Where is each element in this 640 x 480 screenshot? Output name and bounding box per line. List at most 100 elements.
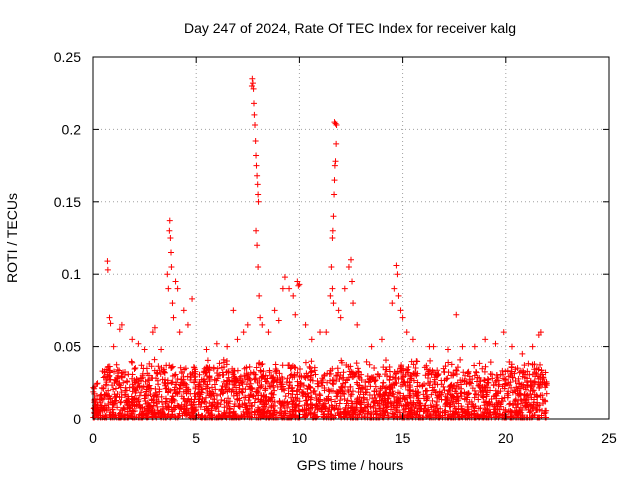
- baseline-point: [106, 392, 113, 399]
- baseline-point: [429, 384, 436, 391]
- x-tick-label: 0: [89, 430, 97, 446]
- baseline-point: [270, 384, 277, 391]
- data-point: [180, 307, 187, 314]
- baseline-point: [125, 412, 132, 419]
- baseline-point: [128, 358, 135, 365]
- data-point: [296, 281, 303, 288]
- baseline-point: [502, 368, 509, 375]
- baseline-point: [508, 384, 515, 391]
- baseline-point: [221, 404, 228, 411]
- baseline-point: [285, 390, 292, 397]
- baseline-point: [422, 372, 429, 379]
- baseline-point: [258, 361, 265, 368]
- baseline-point: [158, 393, 165, 400]
- baseline-point: [434, 405, 441, 412]
- baseline-point: [380, 412, 387, 419]
- baseline-point: [490, 382, 497, 389]
- baseline-point: [238, 388, 245, 395]
- baseline-point: [452, 385, 459, 392]
- baseline-point: [350, 408, 357, 415]
- baseline-point: [441, 387, 448, 394]
- baseline-point: [276, 370, 283, 377]
- baseline-point: [225, 385, 232, 392]
- baseline-point: [287, 365, 294, 372]
- baseline-point: [271, 387, 278, 394]
- baseline-point: [457, 389, 464, 396]
- baseline-point: [289, 391, 296, 398]
- baseline-point: [410, 361, 417, 368]
- baseline-point: [303, 397, 310, 404]
- data-point: [281, 274, 288, 281]
- baseline-point: [394, 400, 401, 407]
- baseline-point: [448, 382, 455, 389]
- baseline-point: [141, 395, 148, 402]
- baseline-point: [343, 400, 350, 407]
- baseline-point: [482, 399, 489, 406]
- baseline-point: [516, 391, 523, 398]
- baseline-point: [175, 413, 182, 420]
- baseline-point: [317, 396, 324, 403]
- baseline-point: [133, 401, 140, 408]
- baseline-point: [354, 381, 361, 388]
- baseline-point: [231, 403, 238, 410]
- y-tick-label: 0.05: [54, 339, 81, 355]
- baseline-point: [271, 407, 278, 414]
- data-point: [116, 326, 123, 333]
- baseline-point: [412, 370, 419, 377]
- baseline-point: [311, 409, 318, 416]
- baseline-point: [258, 381, 265, 388]
- baseline-point: [173, 381, 180, 388]
- baseline-point: [168, 399, 175, 406]
- tick-labels: 0 0.05 0.1 0.15 0.2 0.25 0 5 10 15 20 25: [54, 49, 617, 446]
- baseline-point: [330, 381, 337, 388]
- baseline-point: [150, 396, 157, 403]
- baseline-point: [476, 375, 483, 382]
- baseline-point: [519, 400, 526, 407]
- baseline-point: [372, 383, 379, 390]
- baseline-point: [151, 356, 158, 363]
- baseline-point: [98, 406, 105, 413]
- baseline-point: [424, 395, 431, 402]
- baseline-point: [512, 366, 519, 373]
- baseline-point: [505, 373, 512, 380]
- baseline-point: [137, 374, 144, 381]
- data-point: [275, 317, 282, 324]
- data-point: [170, 314, 177, 321]
- baseline-point: [155, 381, 162, 388]
- baseline-point: [285, 401, 292, 408]
- baseline-point: [471, 362, 478, 369]
- baseline-point: [470, 403, 477, 410]
- baseline-point: [245, 397, 252, 404]
- baseline-point: [131, 365, 138, 372]
- baseline-point: [123, 397, 130, 404]
- baseline-point: [347, 363, 354, 370]
- baseline-point: [245, 408, 252, 415]
- baseline-point: [266, 367, 273, 374]
- baseline-point: [242, 394, 249, 401]
- data-point: [253, 152, 260, 159]
- data-point: [399, 314, 406, 321]
- baseline-point: [501, 394, 508, 401]
- baseline-marks: [90, 356, 550, 421]
- baseline-point: [387, 400, 394, 407]
- data-point: [345, 263, 352, 270]
- baseline-point: [442, 393, 449, 400]
- baseline-point: [393, 379, 400, 386]
- baseline-point: [164, 398, 171, 405]
- baseline-point: [540, 374, 547, 381]
- baseline-point: [475, 396, 482, 403]
- baseline-point: [187, 390, 194, 397]
- baseline-point: [500, 375, 507, 382]
- data-point: [331, 162, 338, 169]
- baseline-point: [115, 372, 122, 379]
- baseline-point: [408, 404, 415, 411]
- baseline-point: [354, 365, 361, 372]
- data-point: [331, 119, 338, 126]
- baseline-point: [414, 383, 421, 390]
- baseline-point: [250, 392, 257, 399]
- baseline-point: [490, 406, 497, 413]
- baseline-point: [190, 406, 197, 413]
- baseline-point: [230, 367, 237, 374]
- baseline-point: [305, 383, 312, 390]
- baseline-point: [192, 368, 199, 375]
